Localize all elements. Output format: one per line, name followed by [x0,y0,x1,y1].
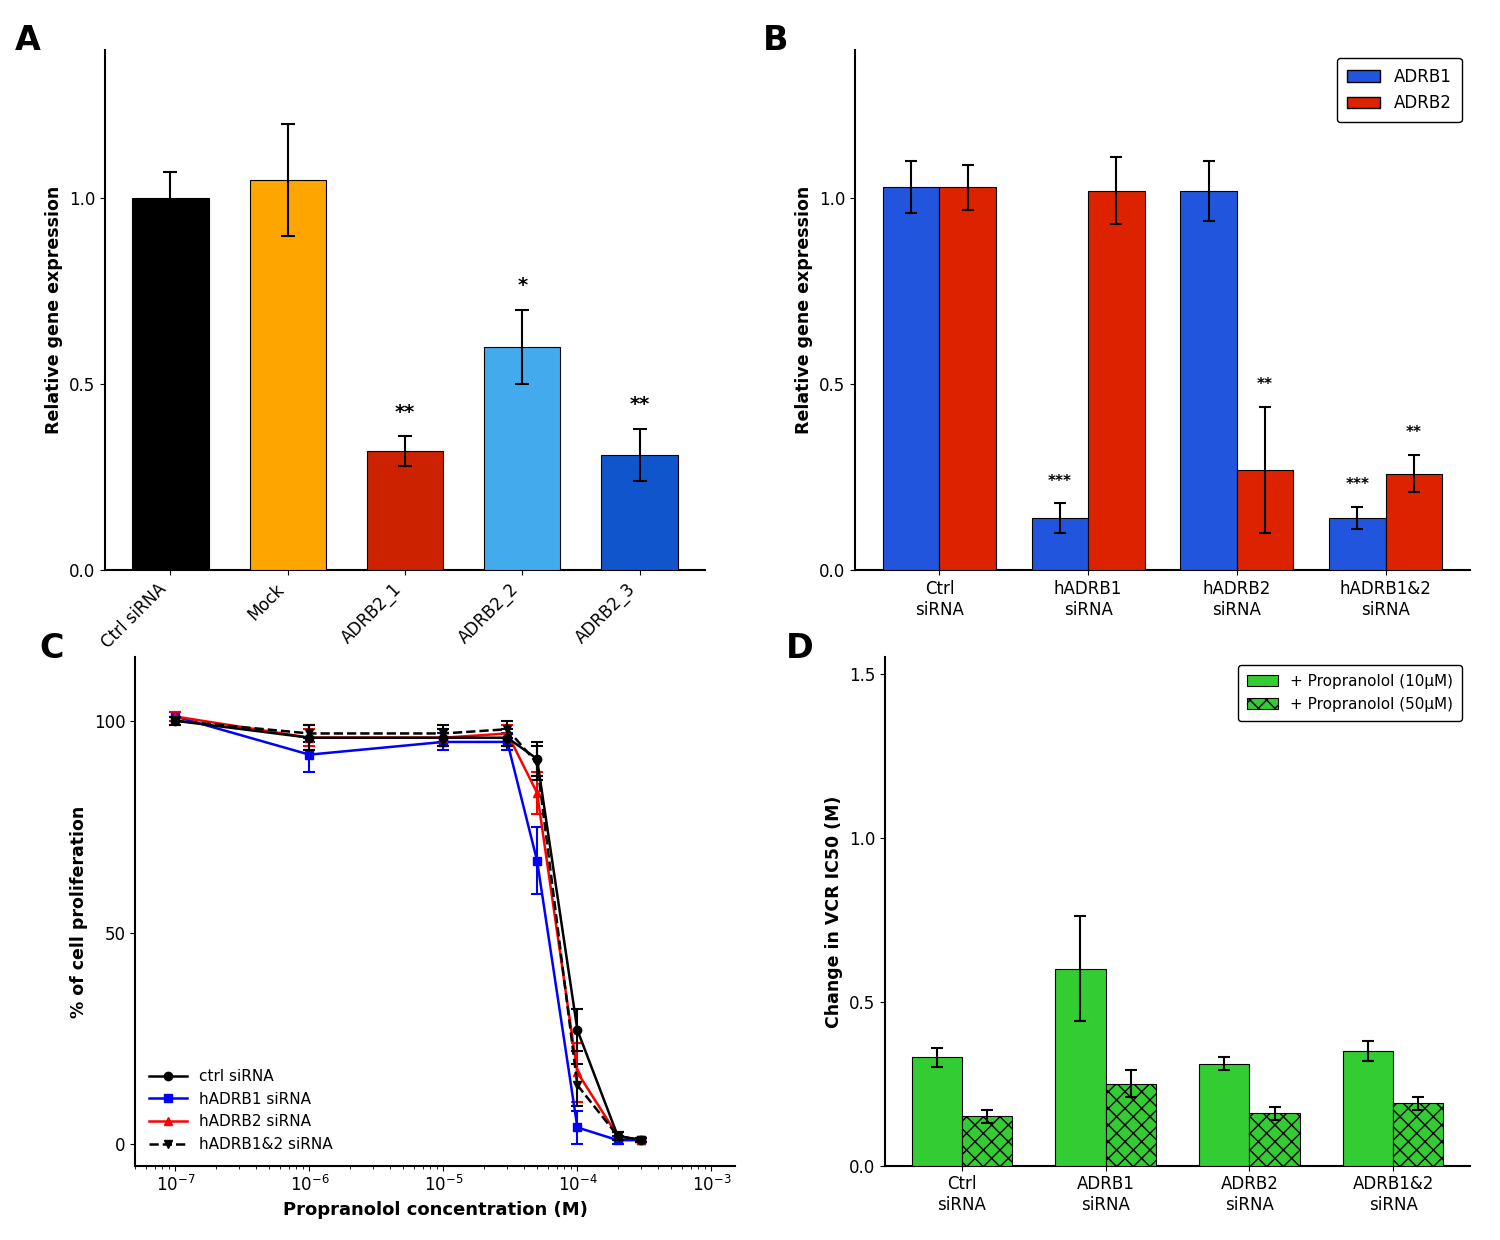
Text: B: B [762,24,788,57]
Bar [1106,1084,1156,1166]
Y-axis label: Relative gene expression: Relative gene expression [45,186,63,434]
Legend: ctrl siRNA, hADRB1 siRNA, hADRB2 siRNA, hADRB1&2 siRNA: ctrl siRNA, hADRB1 siRNA, hADRB2 siRNA, … [142,1063,339,1158]
Y-axis label: % of cell proliferation: % of cell proliferation [70,805,88,1018]
Bar [1180,191,1238,570]
Bar [1250,1114,1299,1166]
Bar [1032,518,1088,570]
Bar [1386,474,1442,570]
X-axis label: Propranolol concentration (M): Propranolol concentration (M) [282,1202,588,1219]
Legend: + Propranolol (10μM), + Propranolol (50μM): + Propranolol (10μM), + Propranolol (50μ… [1239,665,1462,720]
Y-axis label: Relative gene expression: Relative gene expression [795,186,813,434]
Bar [1342,1050,1394,1166]
Bar [1088,191,1144,570]
Bar [368,451,442,570]
Bar [602,455,678,570]
Text: D: D [786,631,813,665]
Bar [1394,1104,1443,1166]
Legend: ADRB1, ADRB2: ADRB1, ADRB2 [1336,58,1461,123]
Bar [1329,518,1386,570]
Text: C: C [39,631,63,665]
Bar [484,347,561,570]
Bar [962,1116,1012,1166]
Bar [1198,1064,1249,1166]
Y-axis label: Change in VCR IC50 (M): Change in VCR IC50 (M) [825,795,843,1028]
Text: *: * [518,277,528,295]
Bar [1238,470,1293,570]
Text: **: ** [630,396,650,414]
Bar [249,180,326,570]
Text: **: ** [1257,377,1274,392]
Bar [939,187,996,570]
Text: ***: *** [1346,477,1370,492]
Text: ***: *** [1048,474,1072,489]
Text: **: ** [394,403,416,422]
Text: **: ** [1406,425,1422,440]
Bar [884,187,939,570]
Text: A: A [15,24,40,57]
Bar [1056,968,1106,1166]
Bar [132,198,209,570]
Bar [912,1058,962,1166]
